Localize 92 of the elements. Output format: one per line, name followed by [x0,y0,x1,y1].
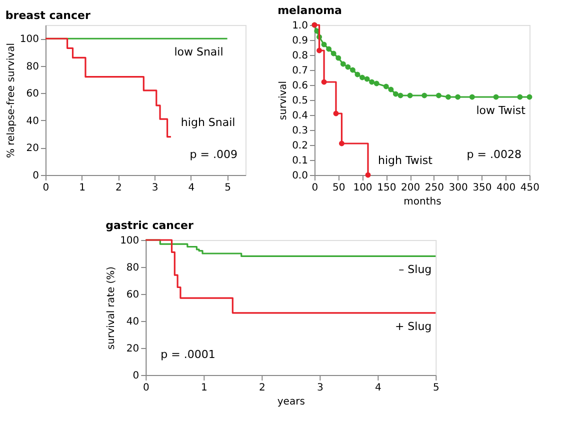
x-tick-label: 0 [142,382,150,394]
point [517,94,523,100]
point [455,94,461,100]
y-axis-title: % relapse-free survival [6,42,17,158]
y-tick-label: 1.0 [292,20,308,32]
annotation: p = .009 [190,148,238,161]
point [365,172,371,178]
point [422,92,428,98]
y-tick-label: 0.3 [292,126,308,136]
series-label: high Twist [378,154,434,167]
point [333,110,339,116]
y-tick-label: 0.7 [292,66,308,76]
point [316,48,322,54]
y-tick-label: 40 [26,116,39,127]
y-tick-label: 40 [126,316,140,328]
x-tick-label: 50 [332,182,346,194]
series-label: – Slug [398,263,432,276]
series-label: low Snail [174,46,224,59]
x-tick-label: 5 [432,382,440,394]
y-tick-label: 60 [126,290,140,300]
x-tick-label: 2 [258,382,266,394]
x-axis-title: years [277,396,305,408]
y-tick-label: 0.5 [292,96,308,106]
y-tick-label: 0.4 [292,110,308,122]
point [326,46,332,52]
x-tick-label: 3 [152,182,158,194]
x-tick-label: 0 [312,182,318,194]
y-tick-label: 100 [120,236,140,246]
y-tick-label: 0.0 [292,170,308,182]
annotation: p = .0028 [466,148,522,161]
point [321,79,327,85]
point [469,94,475,100]
y-tick-label: 100 [20,34,39,46]
point [338,140,344,146]
x-tick-label: 2 [116,182,122,194]
point [345,64,351,70]
x-tick-label: 5 [224,182,231,194]
series-label: + Slug [394,320,432,333]
y-tick-label: 0.6 [292,80,308,92]
x-tick-label: 100 [353,182,372,194]
x-tick-label: 1 [200,382,208,394]
x-tick-label: 1 [79,182,86,194]
series-label: low Twist [476,104,526,117]
x-tick-label: 4 [188,182,195,194]
y-tick-label: 0.8 [292,50,308,62]
point [340,61,346,67]
point [321,42,327,48]
x-tick-label: 350 [472,182,492,194]
x-tick-label: 450 [520,182,540,194]
chart-title: breast cancer [5,9,91,22]
x-tick-label: 200 [400,182,420,194]
chart-title: gastric cancer [106,219,194,232]
point [398,92,404,98]
point [436,92,442,98]
y-tick-label: 0.1 [292,156,308,166]
y-tick-label: 20 [26,143,39,154]
y-axis-title: survival rate (%) [106,266,118,350]
chart-title: melanoma [278,4,342,17]
y-tick-label: 0 [32,170,39,182]
point [369,79,375,85]
y-axis-title: survival [278,80,290,120]
point [364,76,370,82]
y-tick-label: 0.2 [292,140,308,152]
y-tick-label: 80 [126,262,140,274]
point [360,74,365,80]
y-tick-label: 20 [126,344,140,354]
point [330,50,336,56]
y-tick-label: 80 [26,61,39,72]
x-tick-label: 0 [42,182,50,194]
point [493,94,499,100]
point [374,80,380,86]
point [526,94,532,100]
point [446,94,451,100]
point [354,72,360,78]
point [392,91,398,97]
point [407,92,413,98]
series-label: high Snail [180,116,236,129]
y-tick-label: 0.9 [292,36,308,46]
y-tick-label: 0 [132,370,140,382]
x-tick-label: 300 [448,182,468,194]
x-tick-label: 250 [424,182,444,194]
x-tick-label: 4 [374,382,382,394]
point [383,84,389,90]
annotation: p = .0001 [160,348,216,361]
y-tick-label: 60 [26,88,39,100]
point [336,55,342,61]
x-tick-label: 150 [377,182,396,194]
point [350,67,356,73]
x-tick-label: 400 [496,182,516,194]
x-axis-title: months [404,196,442,208]
point [388,86,394,92]
x-tick-label: 3 [316,382,324,394]
